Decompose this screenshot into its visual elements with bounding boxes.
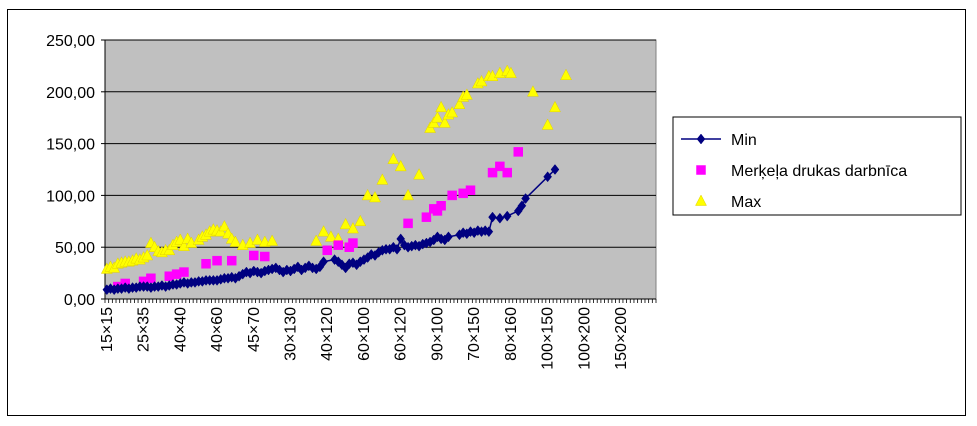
data-point xyxy=(347,222,359,234)
legend-entry: Merķeļa drukas darbnīca xyxy=(696,163,907,180)
data-point xyxy=(413,168,425,180)
plot-area xyxy=(104,39,657,300)
data-point xyxy=(444,231,453,243)
data-point xyxy=(218,219,231,232)
x-tick-label: 60×120 xyxy=(393,307,410,361)
data-point xyxy=(487,167,498,178)
data-point xyxy=(560,68,572,80)
legend-label: Merķeļa drukas darbnīca xyxy=(731,163,907,180)
legend-marker xyxy=(696,165,706,175)
data-point xyxy=(502,167,512,178)
y-tick-label: 50,00 xyxy=(55,240,95,257)
data-point xyxy=(201,259,211,269)
data-point xyxy=(541,118,554,130)
data-point xyxy=(488,211,497,223)
data-point xyxy=(333,240,344,250)
data-point xyxy=(229,235,242,247)
x-tick-label: 45×70 xyxy=(246,307,263,352)
data-point xyxy=(361,188,374,201)
data-point xyxy=(324,230,337,242)
data-point xyxy=(376,173,389,185)
data-point xyxy=(387,152,400,164)
x-tick-label: 90×100 xyxy=(429,307,446,361)
x-tick-label: 70×150 xyxy=(466,307,483,361)
data-point xyxy=(517,200,527,212)
legend-marker xyxy=(696,133,706,145)
data-point xyxy=(484,226,494,238)
data-point xyxy=(339,217,352,230)
data-point xyxy=(438,116,451,128)
data-point xyxy=(436,201,446,211)
data-point xyxy=(402,188,414,201)
x-tick-label: 40×60 xyxy=(209,307,226,352)
data-point xyxy=(543,171,552,183)
data-point xyxy=(421,212,432,222)
data-point xyxy=(403,218,413,229)
x-tick-label: 150×200 xyxy=(613,307,630,370)
y-tick-label: 200,00 xyxy=(46,85,95,102)
data-point xyxy=(212,255,222,266)
data-point xyxy=(310,234,323,246)
series-1 xyxy=(113,147,523,292)
data-point xyxy=(495,212,505,224)
legend-entry: Max xyxy=(695,194,761,211)
data-point xyxy=(460,88,473,100)
data-point xyxy=(453,97,466,109)
data-point xyxy=(495,161,505,172)
data-point xyxy=(447,190,457,201)
legend-entry: Min xyxy=(681,132,757,149)
data-point xyxy=(394,159,407,172)
series-2 xyxy=(100,64,572,274)
x-tick-label: 15×15 xyxy=(99,307,116,352)
data-point xyxy=(513,147,523,157)
x-tick-label: 100×150 xyxy=(540,307,557,370)
data-point xyxy=(396,233,406,245)
x-tick-label: 25×35 xyxy=(136,307,153,352)
data-point xyxy=(550,164,560,175)
legend-marker xyxy=(695,194,707,206)
data-point xyxy=(354,214,367,227)
data-point xyxy=(502,210,512,222)
data-point xyxy=(179,267,189,277)
legend-box xyxy=(672,116,962,216)
data-point xyxy=(141,248,154,261)
data-point xyxy=(431,111,444,123)
data-point xyxy=(251,233,264,245)
data-point xyxy=(369,190,381,203)
data-point xyxy=(322,245,332,256)
data-point xyxy=(260,251,270,262)
data-point xyxy=(527,85,539,97)
x-tick-label: 30×130 xyxy=(283,307,300,361)
data-point xyxy=(392,243,402,255)
data-point xyxy=(226,255,237,266)
data-point xyxy=(446,105,459,118)
data-point xyxy=(266,234,279,246)
data-point xyxy=(317,225,330,237)
x-tick-label: 100×200 xyxy=(576,307,593,370)
x-tick-label: 40×120 xyxy=(319,307,336,361)
x-tick-label: 40×40 xyxy=(172,307,189,352)
data-point xyxy=(549,100,561,113)
data-point xyxy=(348,238,358,248)
y-tick-label: 150,00 xyxy=(46,137,95,154)
data-point xyxy=(435,100,448,113)
y-tick-label: 250,00 xyxy=(46,33,95,50)
data-point xyxy=(504,66,517,78)
data-point xyxy=(319,256,328,268)
y-tick-label: 0,00 xyxy=(64,292,95,309)
y-tick-label: 100,00 xyxy=(46,188,95,205)
data-point xyxy=(521,193,530,204)
data-point xyxy=(146,273,156,284)
series-0 xyxy=(102,164,560,296)
x-tick-label: 60×100 xyxy=(356,307,373,361)
data-point xyxy=(465,185,476,195)
x-tick-label: 80×160 xyxy=(503,307,520,361)
data-point xyxy=(249,250,259,261)
legend-label: Max xyxy=(731,194,761,211)
legend-label: Min xyxy=(731,132,757,149)
